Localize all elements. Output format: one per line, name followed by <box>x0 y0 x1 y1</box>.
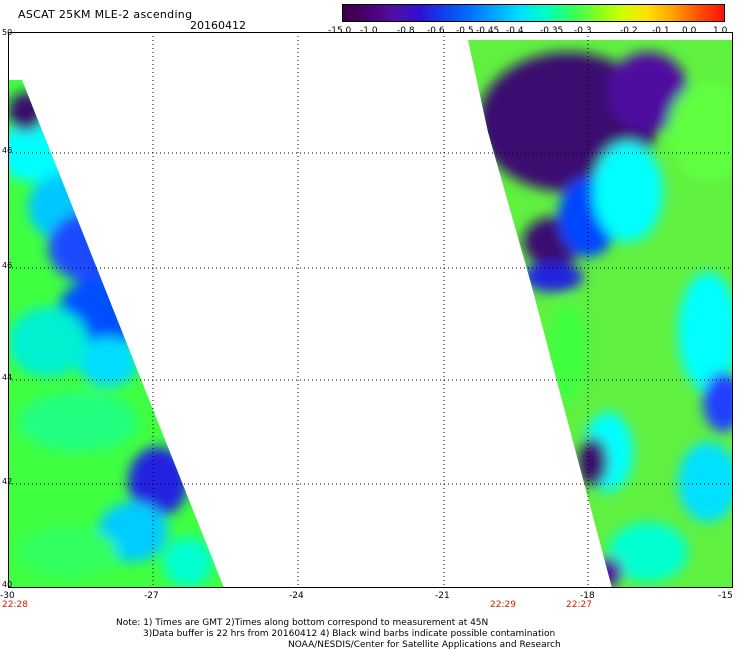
pass-time-label: 22:29 <box>490 600 516 610</box>
colorbar-label: -0.45 <box>476 26 500 36</box>
note-line-2: 3)Data buffer is 22 hrs from 20160412 4)… <box>143 629 556 639</box>
right-swath <box>468 40 733 588</box>
lat-label: 40 <box>2 580 13 589</box>
lat-label: 46 <box>2 146 13 155</box>
lon-label: -21 <box>435 591 450 601</box>
pass-time-label: 22:27 <box>566 600 592 610</box>
colorbar-label: -15.0 <box>328 26 352 36</box>
product-title: ASCAT 25KM MLE-2 ascending <box>18 8 193 21</box>
colorbar-label: -0.6 <box>427 26 445 36</box>
map-frame <box>8 32 733 588</box>
lon-label: -15 <box>718 591 733 601</box>
lat-label: 46 <box>2 261 13 270</box>
colorbar-label: -0.4 <box>506 26 524 36</box>
lon-label: -27 <box>144 591 159 601</box>
colorbar-label: 1.0 <box>713 26 728 36</box>
lon-label: -30 <box>0 591 15 601</box>
product-date: 20160412 <box>190 19 246 32</box>
lon-label: -18 <box>580 591 595 601</box>
colorbar <box>342 4 725 22</box>
colorbar-label: -0.35 <box>540 26 564 36</box>
lat-label: 42 <box>2 477 13 486</box>
colorbar-label: -0.2 <box>620 26 638 36</box>
lat-label: 50 <box>2 28 13 37</box>
note-line-1: Note: 1) Times are GMT 2)Times along bot… <box>116 618 489 628</box>
lat-label: 44 <box>2 373 13 382</box>
swath-map <box>8 32 733 588</box>
colorbar-label: 0.0 <box>682 26 697 36</box>
lon-label: -24 <box>289 591 304 601</box>
colorbar-label: -1.0 <box>360 26 378 36</box>
graticule <box>8 32 733 588</box>
colorbar-label: -0.1 <box>652 26 670 36</box>
left-swath <box>8 80 224 588</box>
note-line-3: NOAA/NESDIS/Center for Satellite Applica… <box>288 640 561 650</box>
colorbar-label: -0.3 <box>574 26 592 36</box>
pass-time-label: 22:28 <box>2 600 28 610</box>
colorbar-label: -0.5 <box>456 26 474 36</box>
colorbar-label: -0.8 <box>397 26 415 36</box>
